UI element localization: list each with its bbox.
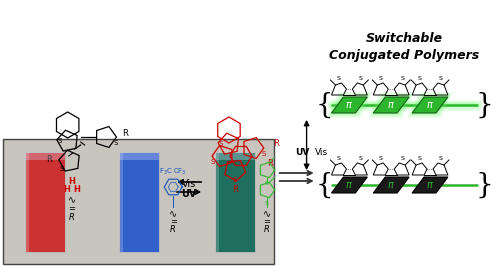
Text: =: = xyxy=(170,218,176,226)
Text: S: S xyxy=(417,156,421,161)
Text: S: S xyxy=(336,156,340,161)
Polygon shape xyxy=(412,177,448,193)
Polygon shape xyxy=(374,177,409,193)
Text: $\pi$: $\pi$ xyxy=(426,100,434,110)
Text: =: = xyxy=(264,218,270,226)
Polygon shape xyxy=(372,95,411,115)
Text: S: S xyxy=(262,151,266,157)
Text: S: S xyxy=(114,140,117,146)
Bar xyxy=(215,152,219,252)
Text: S: S xyxy=(232,177,237,183)
Text: R: R xyxy=(122,128,128,138)
Bar xyxy=(3,139,274,264)
Text: S: S xyxy=(265,201,268,206)
Text: S: S xyxy=(265,181,268,186)
Text: UV: UV xyxy=(182,189,197,199)
Text: S: S xyxy=(336,76,340,81)
Text: H: H xyxy=(68,178,75,187)
Text: S: S xyxy=(400,156,404,161)
Text: $\pi$: $\pi$ xyxy=(346,180,354,190)
Text: R: R xyxy=(46,155,52,163)
Bar xyxy=(215,152,255,160)
Polygon shape xyxy=(407,92,453,118)
Polygon shape xyxy=(410,95,450,115)
Text: S: S xyxy=(439,76,443,81)
Text: S: S xyxy=(439,156,443,161)
Text: CF$_3$: CF$_3$ xyxy=(174,167,187,177)
Text: }: } xyxy=(476,92,494,119)
Text: H: H xyxy=(64,186,70,194)
Text: R: R xyxy=(267,159,272,168)
Text: R: R xyxy=(232,184,238,194)
Text: R: R xyxy=(68,213,74,222)
Polygon shape xyxy=(408,93,452,116)
Text: S: S xyxy=(60,166,64,172)
Polygon shape xyxy=(412,97,448,113)
Text: {: { xyxy=(316,92,334,119)
Text: Switchable
Conjugated Polymers: Switchable Conjugated Polymers xyxy=(329,32,480,62)
Polygon shape xyxy=(374,97,409,113)
Polygon shape xyxy=(332,177,368,193)
Bar xyxy=(25,152,64,252)
Text: S: S xyxy=(378,156,382,161)
Text: ∿: ∿ xyxy=(169,209,177,219)
Polygon shape xyxy=(368,92,414,118)
Polygon shape xyxy=(332,97,368,113)
Bar xyxy=(215,152,255,252)
Text: Vis: Vis xyxy=(182,179,196,189)
Text: H: H xyxy=(73,186,80,194)
Text: S: S xyxy=(358,156,362,161)
Text: R: R xyxy=(273,139,278,148)
Bar xyxy=(215,152,255,252)
Bar xyxy=(25,152,64,160)
Text: S: S xyxy=(378,76,382,81)
Bar xyxy=(25,152,64,252)
Text: S: S xyxy=(211,159,215,165)
Text: $\pi$: $\pi$ xyxy=(387,180,395,190)
Text: S: S xyxy=(417,76,421,81)
Polygon shape xyxy=(326,92,372,118)
Bar xyxy=(120,152,160,252)
Text: {: { xyxy=(316,171,334,198)
Polygon shape xyxy=(370,93,412,116)
Text: $\pi$: $\pi$ xyxy=(426,180,434,190)
Text: $\pi$: $\pi$ xyxy=(387,100,395,110)
Text: S: S xyxy=(219,141,223,147)
Text: =: = xyxy=(68,205,75,214)
Text: $\pi$: $\pi$ xyxy=(346,100,354,110)
Text: Vis: Vis xyxy=(314,148,328,157)
Polygon shape xyxy=(328,93,371,116)
Text: R: R xyxy=(170,226,176,234)
Text: UV: UV xyxy=(296,148,310,157)
Text: S: S xyxy=(400,76,404,81)
Bar xyxy=(25,152,29,252)
Bar xyxy=(120,152,160,252)
Text: F$_3$C: F$_3$C xyxy=(160,167,173,177)
Text: ∿: ∿ xyxy=(262,209,271,219)
Text: ∿: ∿ xyxy=(68,195,76,205)
Text: S: S xyxy=(58,138,62,144)
Text: }: } xyxy=(476,171,494,198)
Bar xyxy=(120,152,160,160)
Text: S: S xyxy=(358,76,362,81)
Bar xyxy=(120,152,124,252)
Polygon shape xyxy=(330,95,370,115)
Text: R: R xyxy=(264,226,270,234)
